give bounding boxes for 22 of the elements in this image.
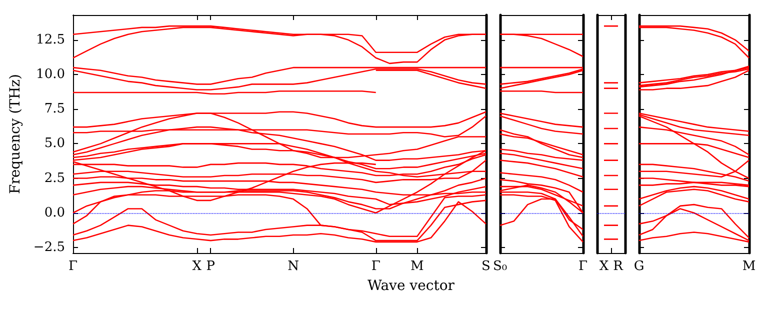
x-tick-label: X <box>600 259 610 274</box>
y-tick-label: 5.0 <box>44 136 65 152</box>
x-tick-label: M <box>742 259 756 274</box>
y-tick-label: 12.5 <box>36 32 65 48</box>
y-axis-title: Frequency (THz) <box>8 74 24 194</box>
y-tick-label: −2.5 <box>33 240 65 255</box>
x-tick-label: X <box>192 259 202 274</box>
x-tick-label: Γ <box>68 259 78 274</box>
x-axis-title: Wave vector <box>366 278 456 294</box>
y-tick-label: 2.5 <box>44 170 65 186</box>
y-tick-label: 10.0 <box>36 67 65 82</box>
x-tick-label: Γ <box>578 259 588 274</box>
x-tick-label: N <box>288 259 299 274</box>
x-tick-label: P <box>206 259 216 274</box>
y-tick-label: 0.0 <box>44 205 65 220</box>
y-tick-label: 7.5 <box>44 102 65 117</box>
x-tick-label: S₀ <box>493 259 508 274</box>
x-tick-label: M <box>410 259 424 274</box>
x-tick-label: Γ <box>371 259 380 274</box>
x-tick-label: G <box>634 259 644 274</box>
x-tick-label: S <box>482 259 490 274</box>
x-tick-label: R <box>613 259 624 274</box>
